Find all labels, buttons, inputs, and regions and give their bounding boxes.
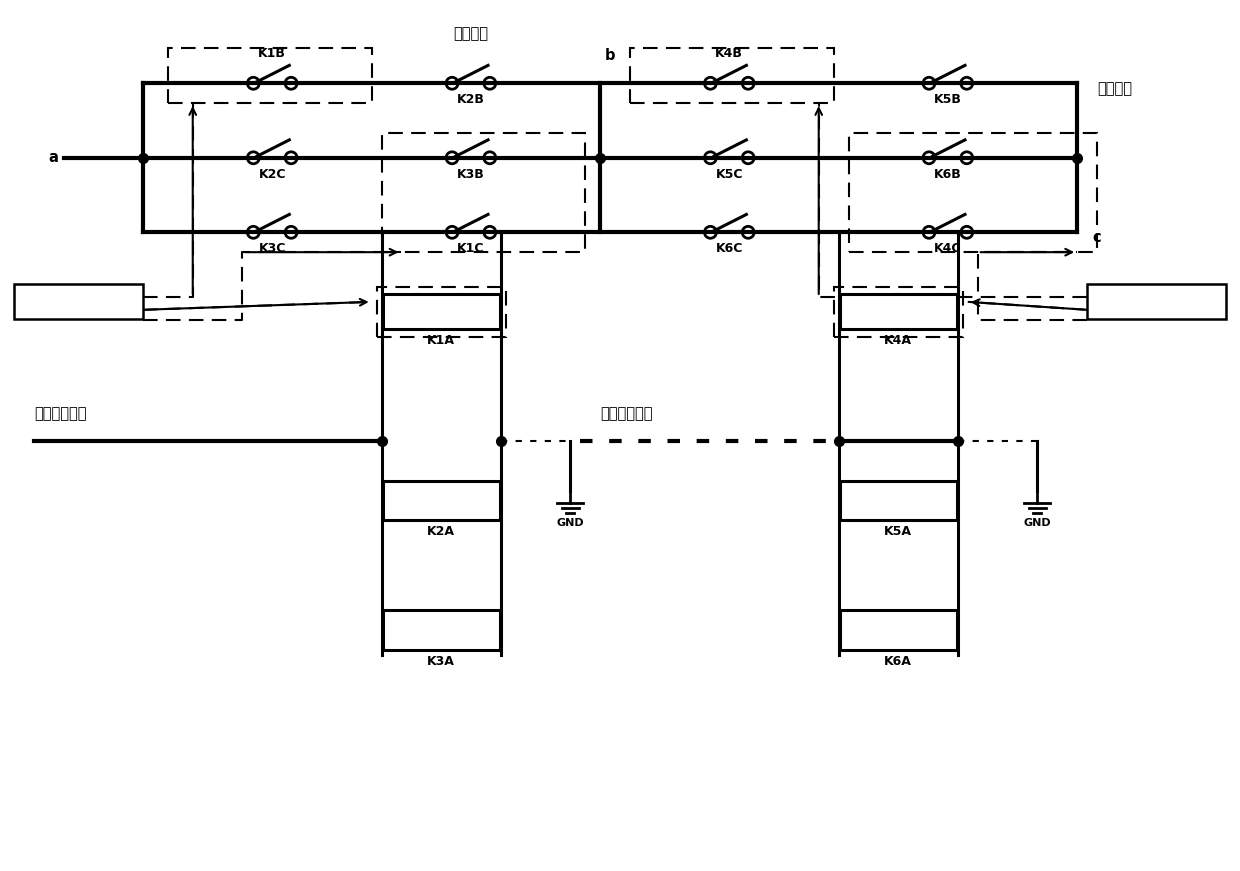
Bar [382,294,500,329]
Text: K1C: K1C [458,242,485,255]
Text: K1B: K1B [258,47,286,60]
Text: b: b [605,49,615,64]
Text: K2A: K2A [427,525,455,538]
Text: 动令控制输入: 动令控制输入 [600,406,652,421]
Bar [833,287,962,336]
Text: K6B: K6B [934,168,962,180]
Bar [14,285,143,320]
Bar [382,610,500,650]
Text: K3A: K3A [428,655,455,667]
Text: 继电器 K4: 继电器 K4 [1133,295,1179,308]
Bar [839,481,957,521]
Text: K3C: K3C [259,242,286,255]
Text: K1A: K1A [427,334,455,348]
Bar [382,481,500,521]
Bar [839,610,957,650]
Text: K2C: K2C [258,168,286,180]
Text: K4C: K4C [934,242,962,255]
Text: K5A: K5A [884,525,913,538]
Bar [377,287,506,336]
Text: c: c [1092,230,1101,245]
Text: GND: GND [1023,518,1052,529]
Text: K4B: K4B [715,47,743,60]
Text: 继电器K1: 继电器K1 [58,295,99,308]
Bar [167,49,372,103]
Text: K4A: K4A [884,334,913,348]
Text: K3B: K3B [458,168,485,180]
Text: K2B: K2B [458,93,485,106]
Bar [839,294,957,329]
Bar [848,133,1097,253]
Text: K5C: K5C [715,168,743,180]
Bar [1087,285,1226,320]
Bar [630,49,833,103]
Text: K6A: K6A [884,655,913,667]
Text: 预令控制输入: 预令控制输入 [33,406,87,421]
Text: a: a [48,151,58,165]
Text: GND: GND [557,518,584,529]
Bar [382,133,585,253]
Text: K5B: K5B [934,93,962,106]
Text: K6C: K6C [715,242,743,255]
Text: 预令输出: 预令输出 [454,26,489,41]
Text: 动令输出: 动令输出 [1097,81,1132,96]
